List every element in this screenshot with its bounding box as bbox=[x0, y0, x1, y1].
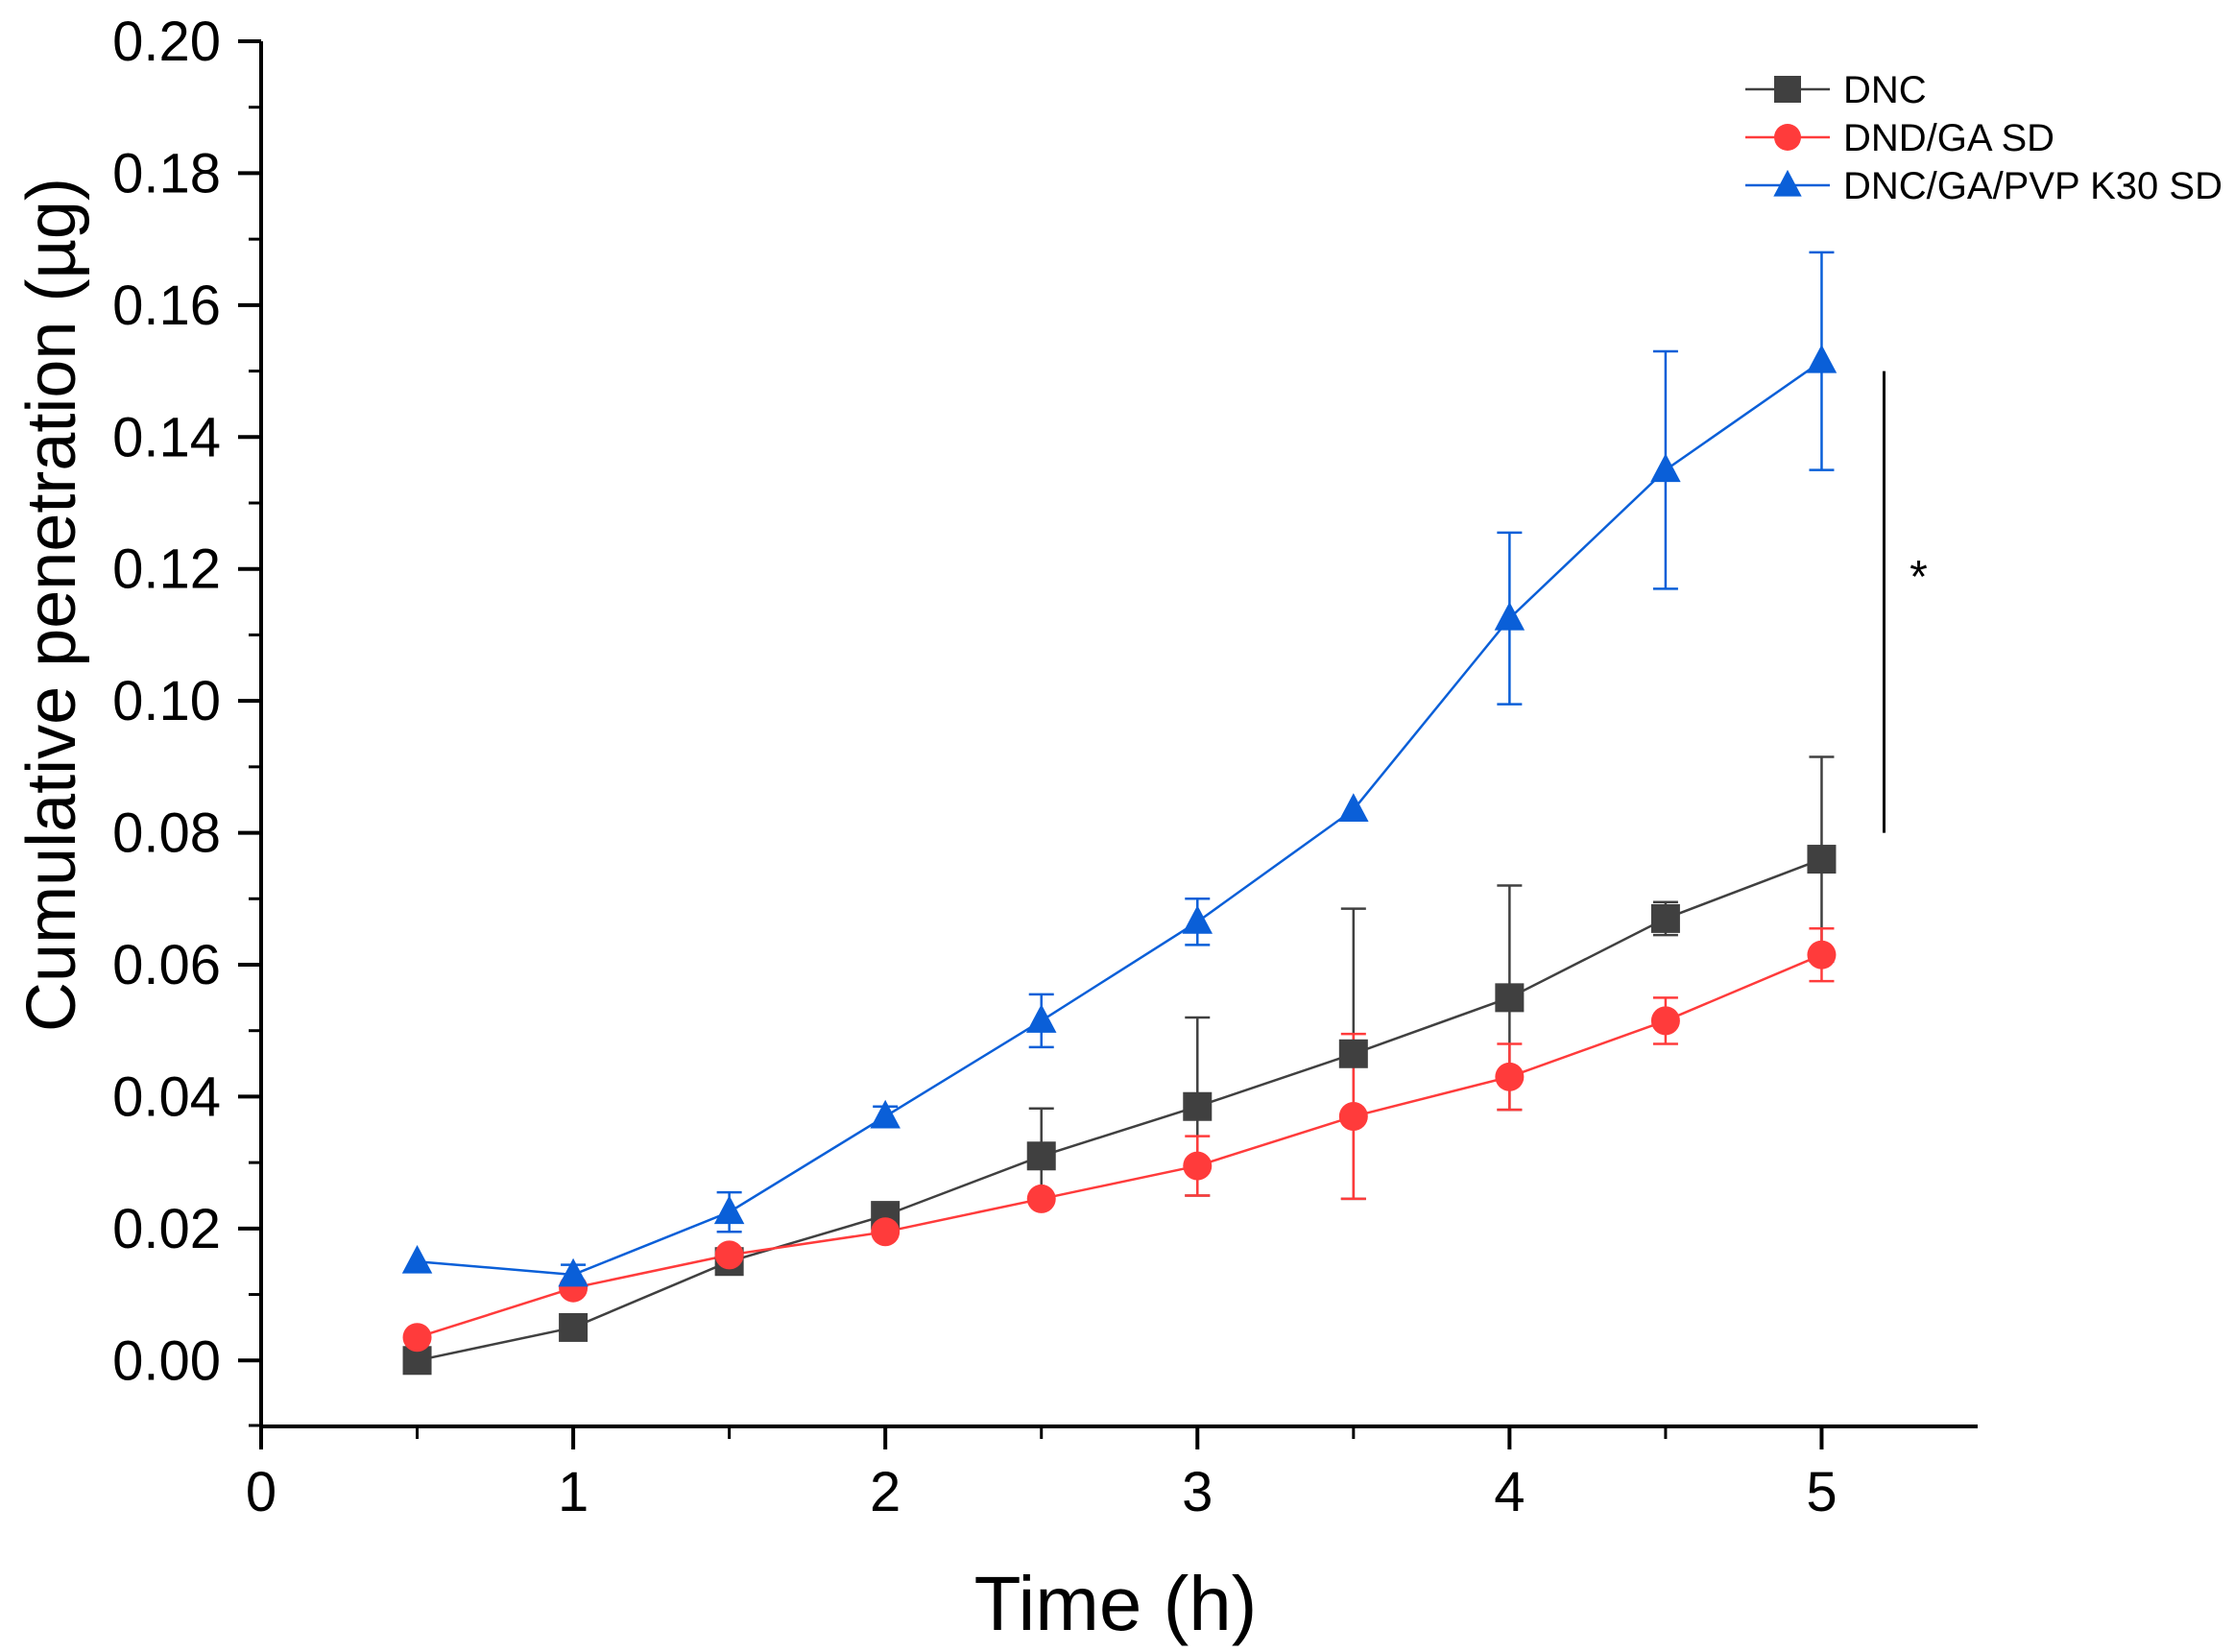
y-tick-label: 0.02 bbox=[112, 1198, 221, 1260]
y-tick-label: 0.14 bbox=[112, 406, 221, 468]
dnc-ga-pvp-k30-sd-point bbox=[401, 1244, 433, 1274]
legend-marker bbox=[1773, 169, 1802, 197]
y-axis-label: Cumulative penetration (µg) bbox=[13, 178, 90, 1032]
legend-marker bbox=[1774, 76, 1801, 103]
series-markers bbox=[401, 345, 1838, 1376]
dnc-ga-pvp-k30-sd-point bbox=[870, 1099, 901, 1129]
dnd-ga-sd-point bbox=[402, 1323, 432, 1353]
dnc-ga-pvp-k30-sd-point bbox=[1806, 345, 1838, 373]
x-ticks: 0 1 2 3 4 5 bbox=[246, 1426, 1838, 1523]
dnd-ga-sd-point bbox=[1183, 1151, 1213, 1181]
legend-label: DND/GA SD bbox=[1843, 117, 2054, 159]
legend-marker bbox=[1774, 124, 1801, 151]
y-tick-label: 0.18 bbox=[112, 142, 221, 204]
dnc-ga-pvp-k30-sd-point bbox=[1338, 793, 1369, 822]
error-bars bbox=[561, 251, 1835, 1286]
dnc-point bbox=[559, 1312, 589, 1342]
dnc-point bbox=[1807, 845, 1837, 874]
dnc-ga-pvp-k30-sd-point bbox=[1494, 602, 1525, 631]
dnd-ga-sd-point bbox=[1807, 940, 1837, 970]
dnd-ga-sd-point bbox=[1650, 1006, 1680, 1036]
series-lines bbox=[417, 360, 1823, 1362]
dnc-line bbox=[417, 857, 1822, 1362]
dnd-ga-sd-point bbox=[714, 1240, 744, 1270]
y-tick-label: 0.10 bbox=[112, 670, 221, 732]
dnc-ga-pvp-k30-sd-point bbox=[1650, 453, 1681, 483]
y-tick-label: 0.06 bbox=[112, 934, 221, 996]
y-tick-label: 0.12 bbox=[112, 539, 221, 601]
dnd-ga-sd-point bbox=[1338, 1102, 1368, 1132]
legend: DNC DND/GA SD DNC/GA/PVP K30 SD bbox=[1745, 69, 2222, 207]
y-tick-label: 0.04 bbox=[112, 1065, 221, 1128]
y-tick-label: 0.08 bbox=[112, 802, 221, 865]
x-tick-label: 2 bbox=[870, 1461, 901, 1523]
dnc-ga-pvp-k30-sd-point bbox=[713, 1195, 745, 1225]
x-tick-label: 0 bbox=[246, 1461, 276, 1523]
significance-asterisk: * bbox=[1910, 552, 1928, 603]
significance-annotation: * bbox=[1882, 371, 1928, 833]
x-tick-label: 4 bbox=[1494, 1461, 1525, 1523]
dnd-ga-sd-point bbox=[1026, 1184, 1056, 1213]
dnc-ga-pvp-k30-sd-point bbox=[1182, 905, 1213, 934]
dnc-point bbox=[1026, 1141, 1056, 1171]
dnd-ga-sd-point bbox=[871, 1217, 901, 1247]
x-tick-label: 3 bbox=[1182, 1461, 1213, 1523]
dnc-point bbox=[1183, 1091, 1213, 1121]
y-tick-label: 0.00 bbox=[112, 1329, 221, 1392]
axes bbox=[259, 41, 1978, 1428]
dnc-point bbox=[1338, 1039, 1368, 1068]
legend-label: DNC bbox=[1843, 69, 1927, 111]
y-tick-label: 0.20 bbox=[112, 11, 221, 73]
y-tick-label: 0.16 bbox=[112, 275, 221, 337]
legend-label: DNC/GA/PVP K30 SD bbox=[1843, 165, 2222, 207]
dnc-point bbox=[1650, 903, 1680, 933]
y-ticks: 0.00 0.02 0.04 0.06 0.08 0.10 0.12 0.14 0.16 0.18… bbox=[112, 11, 261, 1427]
x-tick-label: 5 bbox=[1806, 1461, 1837, 1523]
dnc-point bbox=[1495, 983, 1525, 1013]
dnd-ga-sd-point bbox=[1495, 1062, 1525, 1091]
dnd-ga-sd-line bbox=[417, 953, 1822, 1339]
dnc-ga-pvp-k30-sd-point bbox=[1025, 1004, 1057, 1033]
dnc-ga-pvp-k30-sd-point bbox=[558, 1257, 589, 1287]
dnc-ga-pvp-k30-sd-line bbox=[417, 360, 1823, 1277]
x-tick-label: 1 bbox=[558, 1461, 589, 1523]
x-axis-label: Time (h) bbox=[974, 1561, 1258, 1646]
